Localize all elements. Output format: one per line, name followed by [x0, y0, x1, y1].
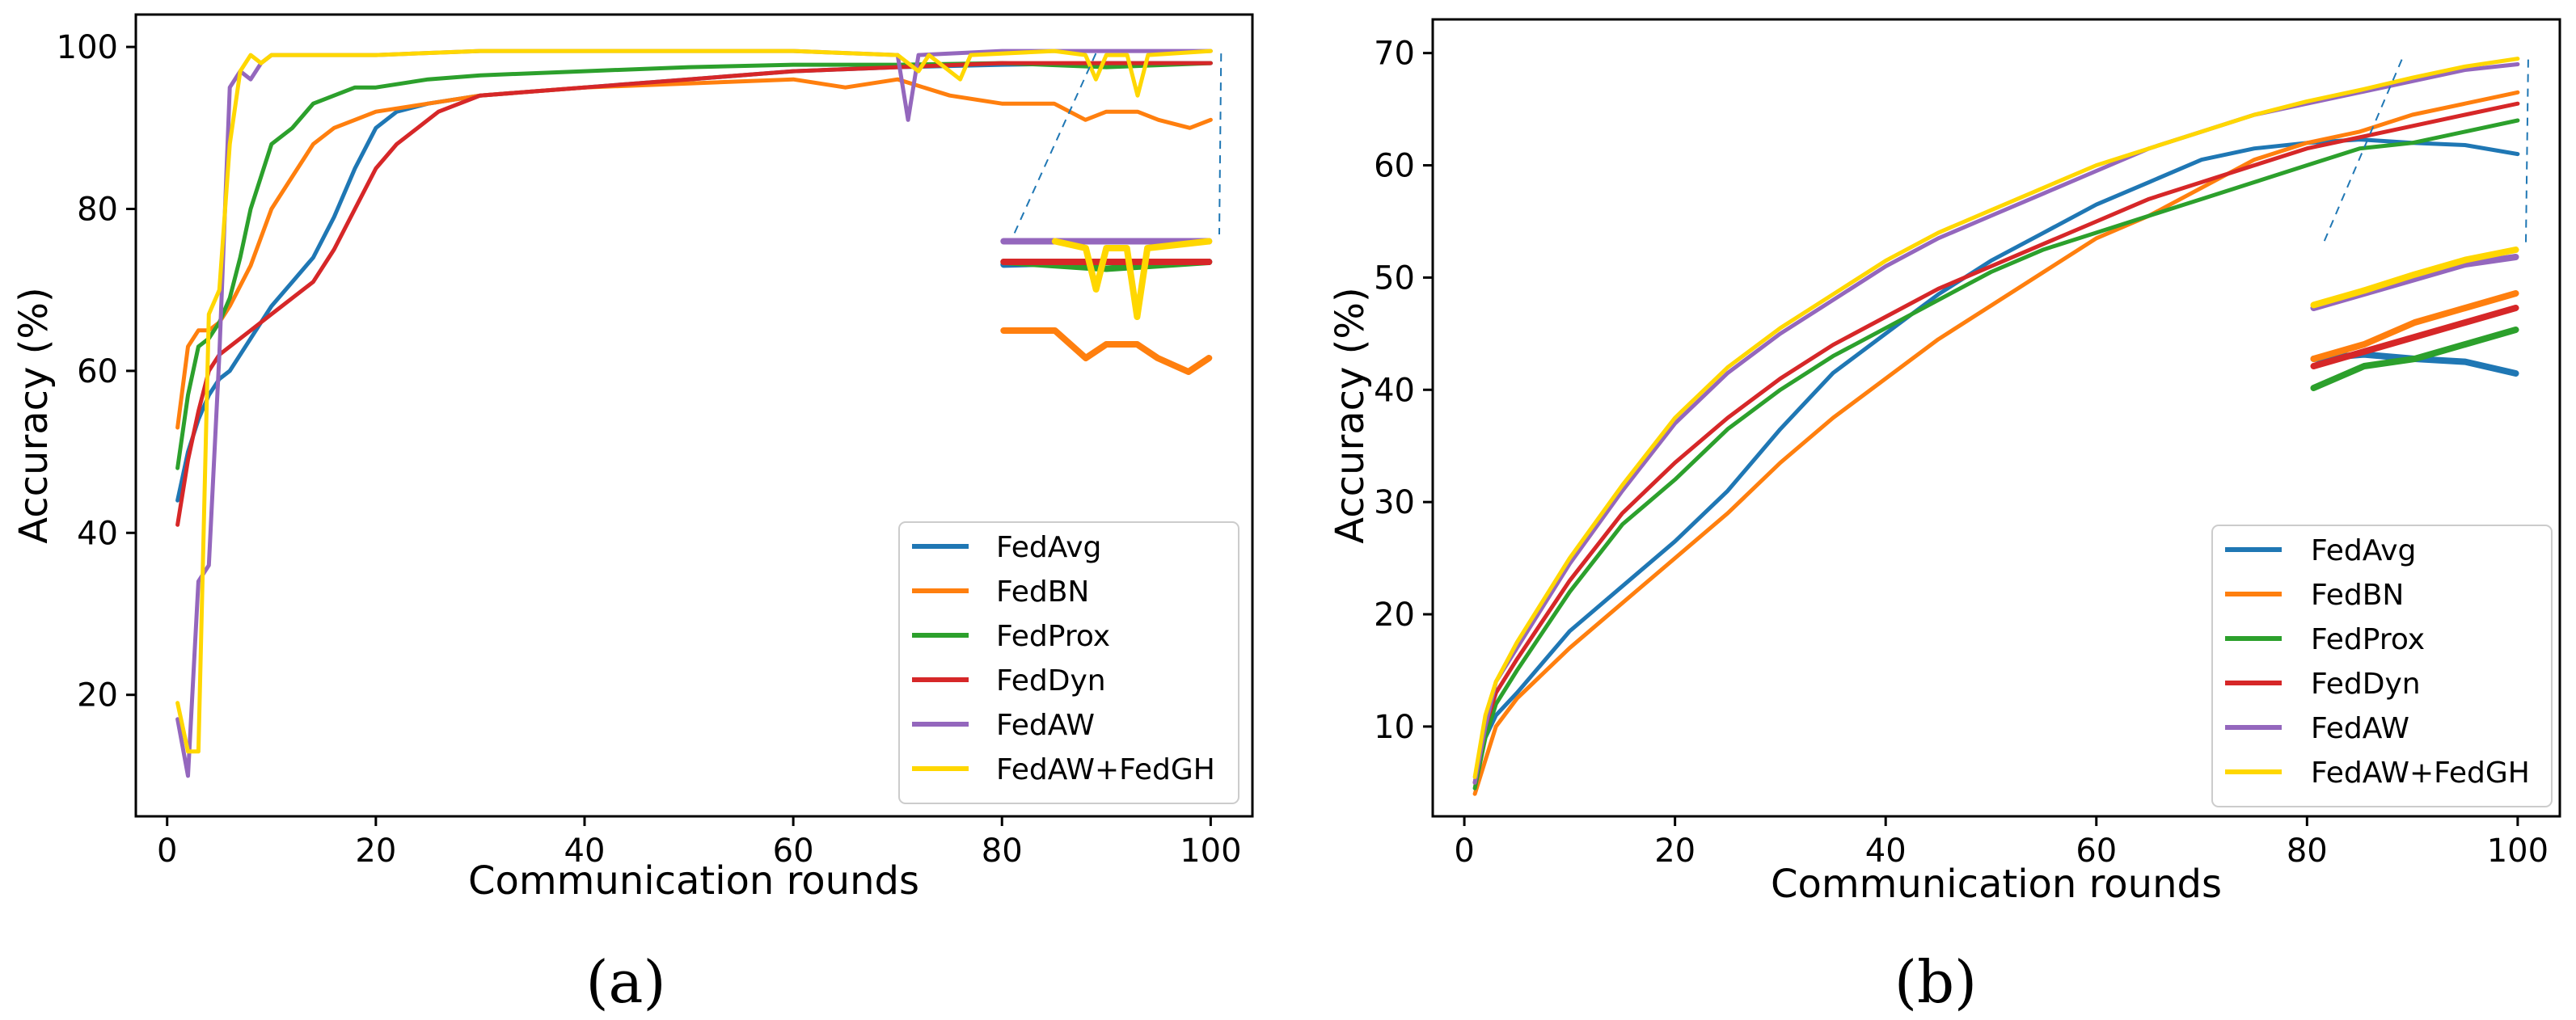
chart-a-x-label: Communication rounds — [468, 858, 919, 904]
zoom-connector-right — [2525, 59, 2529, 243]
legend-label: FedAvg — [2311, 534, 2416, 567]
chart-a-y-label: Accuracy (%) — [11, 287, 57, 543]
y-tick-label: 60 — [77, 353, 118, 390]
y-tick-label: 10 — [1374, 709, 1415, 746]
series-line-fedprox — [175, 61, 1213, 470]
chart-a-zoom-inset — [1000, 53, 1223, 375]
legend-label: FedAvg — [996, 531, 1101, 564]
chart-a-y-ticks: 20 40 60 80 100 — [57, 29, 136, 714]
chart-b-x-label: Communication rounds — [1771, 862, 2222, 907]
x-tick-label: 100 — [1180, 832, 1241, 870]
series-line-fedbn — [1472, 90, 2520, 796]
legend-label: FedAW+FedGH — [2311, 757, 2530, 790]
x-tick-label: 0 — [157, 832, 177, 870]
inset-line-feddyn — [2310, 305, 2519, 369]
chart-a-legend-box — [898, 521, 1239, 804]
chart-b-y-ticks: 10 20 30 40 50 60 70 — [1374, 36, 1433, 746]
y-tick-label: 70 — [1374, 36, 1415, 73]
x-tick-label: 0 — [1454, 832, 1474, 870]
zoom-connector-right — [1218, 53, 1223, 235]
x-tick-label: 60 — [2076, 832, 2117, 870]
chart-b-series — [1472, 57, 2520, 796]
chart-b: 0 20 40 60 80 100 10 20 30 40 50 60 70 Communicatio… — [1328, 18, 2561, 1016]
y-tick-label: 20 — [1374, 596, 1415, 634]
y-tick-label: 30 — [1374, 484, 1415, 521]
inset-line-fedbn — [1000, 327, 1213, 375]
legend-label: FedBN — [996, 575, 1089, 609]
series-line-fedaw — [1472, 62, 2520, 785]
chart-b-legend-box — [2211, 525, 2553, 807]
chart-a-x-ticks: 0 20 40 60 80 100 — [157, 816, 1242, 870]
chart-a-series — [175, 48, 1213, 778]
y-tick-label: 80 — [77, 191, 118, 228]
x-tick-label: 40 — [564, 832, 606, 870]
series-line-fedprox — [1472, 118, 2520, 790]
y-tick-label: 20 — [77, 677, 118, 714]
x-tick-label: 80 — [982, 832, 1023, 870]
legend-label: FedBN — [2311, 579, 2404, 612]
zoom-connector-left — [1013, 53, 1097, 235]
chart-b-x-ticks: 0 20 40 60 80 100 — [1454, 816, 2549, 870]
inset-line-fedaw-fedgh — [1051, 238, 1213, 320]
chart-b-zoom-inset — [2310, 59, 2529, 391]
legend-label: FedAW+FedGH — [996, 753, 1215, 786]
x-tick-label: 20 — [1654, 832, 1696, 870]
series-line-fedavg — [1472, 137, 2520, 785]
chart-a-legend: FedAvg FedBN FedProx FedDyn FedAW FedAW+FedGH — [898, 521, 1239, 804]
x-tick-label: 40 — [1865, 832, 1907, 870]
chart-b-panel-label: (b) — [1894, 948, 1977, 1016]
chart-b-frame — [1431, 18, 2561, 818]
x-tick-label: 20 — [355, 832, 396, 870]
y-tick-label: 40 — [77, 515, 118, 552]
x-tick-label: 60 — [773, 832, 814, 870]
series-line-fedaw-fedgh — [1472, 57, 2520, 779]
x-tick-label: 100 — [2487, 832, 2549, 870]
y-tick-label: 100 — [57, 29, 118, 66]
legend-label: FedAW — [996, 709, 1095, 742]
y-tick-label: 50 — [1374, 259, 1415, 297]
legend-label: FedProx — [2311, 623, 2425, 656]
chart-b-y-label: Accuracy (%) — [1328, 287, 1373, 543]
chart-a-panel-label: (a) — [585, 948, 665, 1016]
inset-line-fedbn — [2310, 290, 2519, 362]
x-tick-label: 80 — [2287, 832, 2328, 870]
chart-b-legend: FedAvg FedBN FedProx FedDyn FedAW FedAW+FedGH — [2211, 525, 2553, 807]
y-tick-label: 60 — [1374, 148, 1415, 185]
inset-line-fedprox — [2310, 327, 2519, 391]
inset-line-fedaw-fedgh — [2310, 247, 2519, 309]
series-line-fedaw-fedgh — [175, 48, 1213, 754]
series-line-feddyn — [1472, 101, 2520, 785]
legend-label: FedProx — [996, 620, 1110, 653]
legend-label: FedDyn — [2311, 668, 2421, 701]
legend-label: FedDyn — [996, 664, 1106, 698]
zoom-connector-left — [2323, 59, 2403, 243]
y-tick-label: 40 — [1374, 372, 1415, 409]
chart-a-frame — [134, 13, 1254, 818]
series-line-feddyn — [175, 61, 1213, 527]
chart-a: 0 20 40 60 80 100 20 40 60 80 100 Communication r… — [11, 13, 1254, 1016]
legend-label: FedAW — [2311, 712, 2409, 745]
